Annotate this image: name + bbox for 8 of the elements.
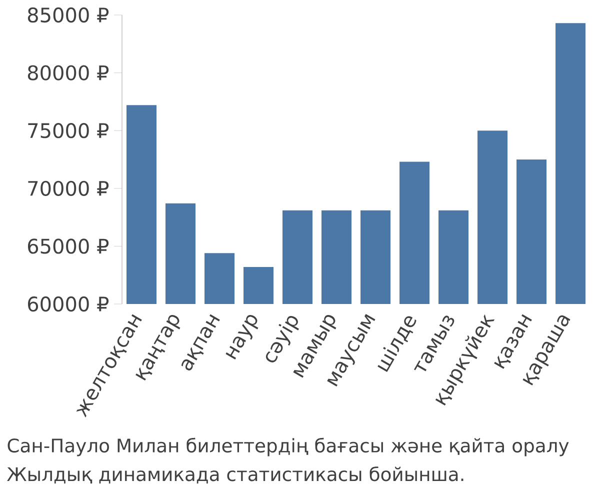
text: Сан-Пауло Милан билеттердің бағасы және қайта оралу [8,438,569,456]
y-tick-label: 85000 ₽ [28,7,109,23]
y-tick-label: 80000 ₽ [28,65,109,80]
y-tick-label: 75000 ₽ [28,123,109,138]
y-tick-label: 60000 ₽ [28,296,109,312]
y-tick-label: 65000 ₽ [28,238,109,254]
text: Жылдық динамикада статистикасы бойынша. [7,466,464,484]
y-tick-label: 70000 ₽ [28,180,109,196]
